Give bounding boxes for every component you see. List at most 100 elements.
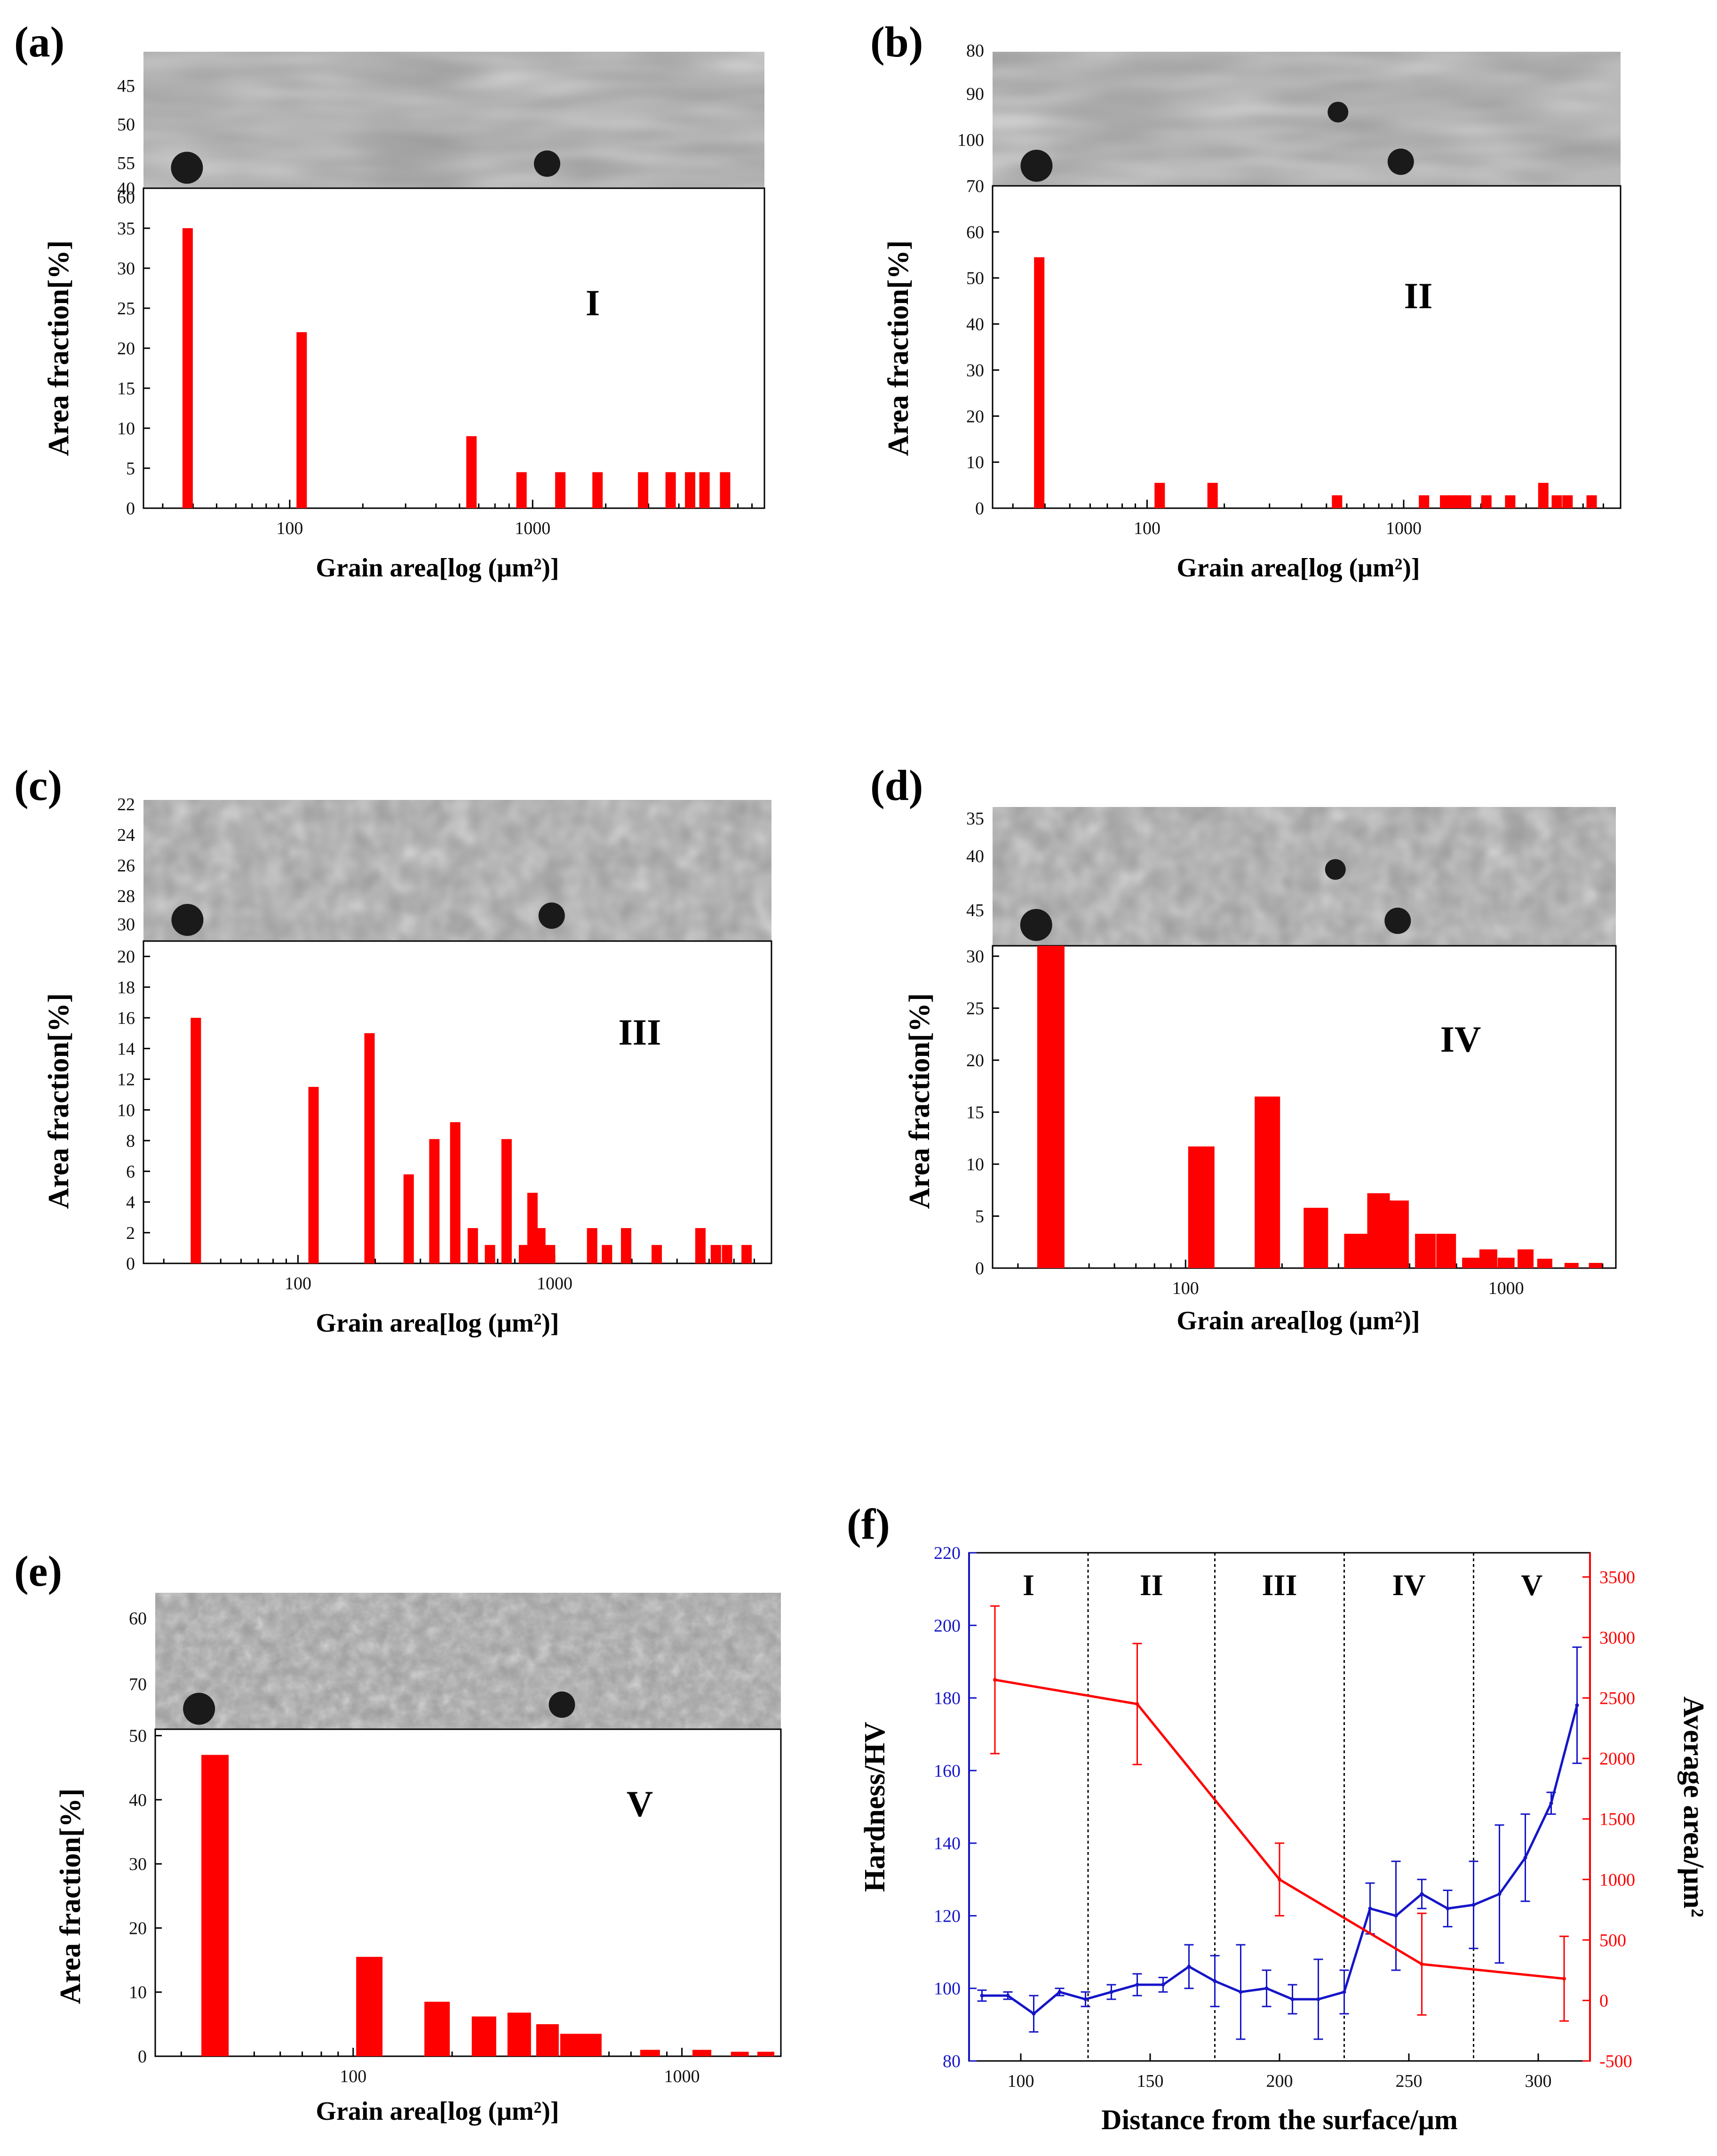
- panel-a: (a) 45 50 55 60 0 5 10 15 20 25 30 35 40 100 1000 I Grain…: [14, 18, 765, 583]
- ytick-label: 10: [117, 419, 135, 439]
- zone-label: V: [1521, 1568, 1542, 1602]
- hardness-point: [1057, 1990, 1062, 1994]
- y-axis-title: Area fraction[%]: [43, 993, 75, 1209]
- ytick-label: 40: [966, 315, 984, 335]
- image-ytick-label: 60: [117, 188, 135, 208]
- image-ytick-label: 22: [117, 795, 135, 814]
- bar: [731, 2052, 749, 2056]
- y-axis-title: Area fraction[%]: [43, 240, 75, 456]
- xtick-label: 200: [1266, 2071, 1293, 2091]
- pore: [1325, 859, 1346, 880]
- bar: [1586, 495, 1597, 508]
- bar: [741, 1245, 752, 1263]
- bar: [1518, 1249, 1534, 1268]
- y2tick-label: 2500: [1599, 1689, 1635, 1709]
- pore: [534, 150, 560, 177]
- ytick-label: 30: [129, 1854, 147, 1874]
- hardness-point: [1549, 1801, 1553, 1805]
- zone-label: II: [1140, 1568, 1163, 1602]
- hardness-point: [1446, 1907, 1450, 1910]
- ytick-label: 100: [934, 1979, 961, 1999]
- bar: [685, 472, 696, 508]
- pore: [548, 1691, 575, 1718]
- micrograph-texture: [143, 800, 771, 941]
- pore: [1327, 102, 1349, 123]
- ytick-label: 14: [117, 1039, 135, 1059]
- ytick-label: 20: [117, 339, 135, 359]
- bar: [1154, 483, 1165, 508]
- xtick-label: 100: [1172, 1278, 1199, 1298]
- ytick-label: 5: [126, 459, 135, 479]
- bar: [466, 436, 477, 508]
- y2tick-label: 0: [1599, 1991, 1608, 2011]
- ytick-label: 20: [129, 1918, 147, 1938]
- ytick-label: 30: [966, 360, 984, 380]
- bar: [665, 472, 676, 508]
- ytick-label: 5: [975, 1207, 984, 1227]
- zone-label: IV: [1392, 1568, 1425, 1602]
- bar: [1344, 1234, 1368, 1268]
- y-axis-title: Area fraction[%]: [882, 240, 914, 456]
- ytick-label: 10: [966, 1155, 984, 1174]
- ytick-label: 16: [117, 1008, 135, 1028]
- ytick-label: 20: [117, 947, 135, 967]
- average-area-point: [1278, 1877, 1281, 1882]
- image-ytick-label: 26: [117, 856, 135, 876]
- bar: [527, 1192, 538, 1263]
- xtick-label: 300: [1525, 2071, 1552, 2091]
- ytick-label: 8: [126, 1131, 135, 1151]
- bar: [536, 2024, 559, 2056]
- zone-label: IV: [1440, 1019, 1481, 1060]
- ytick-label: 12: [117, 1070, 135, 1090]
- bar: [296, 332, 307, 508]
- ytick-label: 140: [934, 1834, 961, 1853]
- bar: [560, 2034, 582, 2056]
- plot-frame: [154, 1728, 782, 2057]
- hardness-point: [1523, 1856, 1527, 1860]
- bar: [1419, 495, 1430, 508]
- bar: [1387, 1200, 1409, 1268]
- hardness-point: [1187, 1964, 1191, 1969]
- bar: [555, 472, 566, 508]
- panel-label: (e): [14, 1547, 62, 1595]
- bar: [1564, 1262, 1579, 1268]
- xtick-label: 100: [285, 1274, 311, 1294]
- x-axis-title: Grain area[log (μm²)]: [316, 2097, 559, 2126]
- y2tick-label: 3000: [1599, 1628, 1635, 1648]
- y2tick-label: 3500: [1599, 1567, 1635, 1587]
- bar: [429, 1139, 440, 1263]
- panel-d: (d) 35 40 45 0 5 10 15 20 25 30 100 1000 IV Grain area…: [870, 761, 1617, 1335]
- bar: [1332, 495, 1343, 508]
- bar: [720, 472, 731, 508]
- xtick-label: 1000: [664, 2067, 700, 2086]
- plot-frame: [968, 1552, 1591, 2062]
- ytick-label: 4: [126, 1193, 135, 1213]
- panel-e: (e) 60 70 0 10 20 30 40 50 100 1000 V Grain area[log…: [14, 1547, 782, 2126]
- panel-label: (f): [847, 1500, 890, 1548]
- bar: [652, 1245, 662, 1263]
- bar: [518, 1245, 529, 1263]
- ytick-label: 25: [117, 299, 135, 319]
- ytick-label: 40: [117, 179, 135, 199]
- hardness-point: [1135, 1983, 1139, 1987]
- zone-label: I: [1023, 1568, 1034, 1602]
- average-area-point: [993, 1678, 997, 1682]
- bar: [692, 2050, 712, 2056]
- bar: [191, 1018, 201, 1263]
- ytick-label: 200: [934, 1616, 961, 1636]
- xtick-label: 1000: [537, 1274, 572, 1294]
- hardness-point: [1420, 1892, 1424, 1896]
- ytick-label: 30: [966, 947, 984, 966]
- bar: [1537, 1259, 1552, 1268]
- bar: [471, 2016, 496, 2056]
- xtick-label: 1000: [1488, 1278, 1524, 1298]
- y2tick-label: 1000: [1599, 1870, 1635, 1890]
- average-area-point: [1135, 1702, 1139, 1706]
- bar: [592, 472, 603, 508]
- hardness-point: [1213, 1979, 1217, 1983]
- bar: [587, 1228, 597, 1263]
- y-axis-title: Area fraction[%]: [904, 993, 936, 1209]
- pore: [183, 1693, 215, 1725]
- image-ytick-label: 35: [966, 809, 984, 829]
